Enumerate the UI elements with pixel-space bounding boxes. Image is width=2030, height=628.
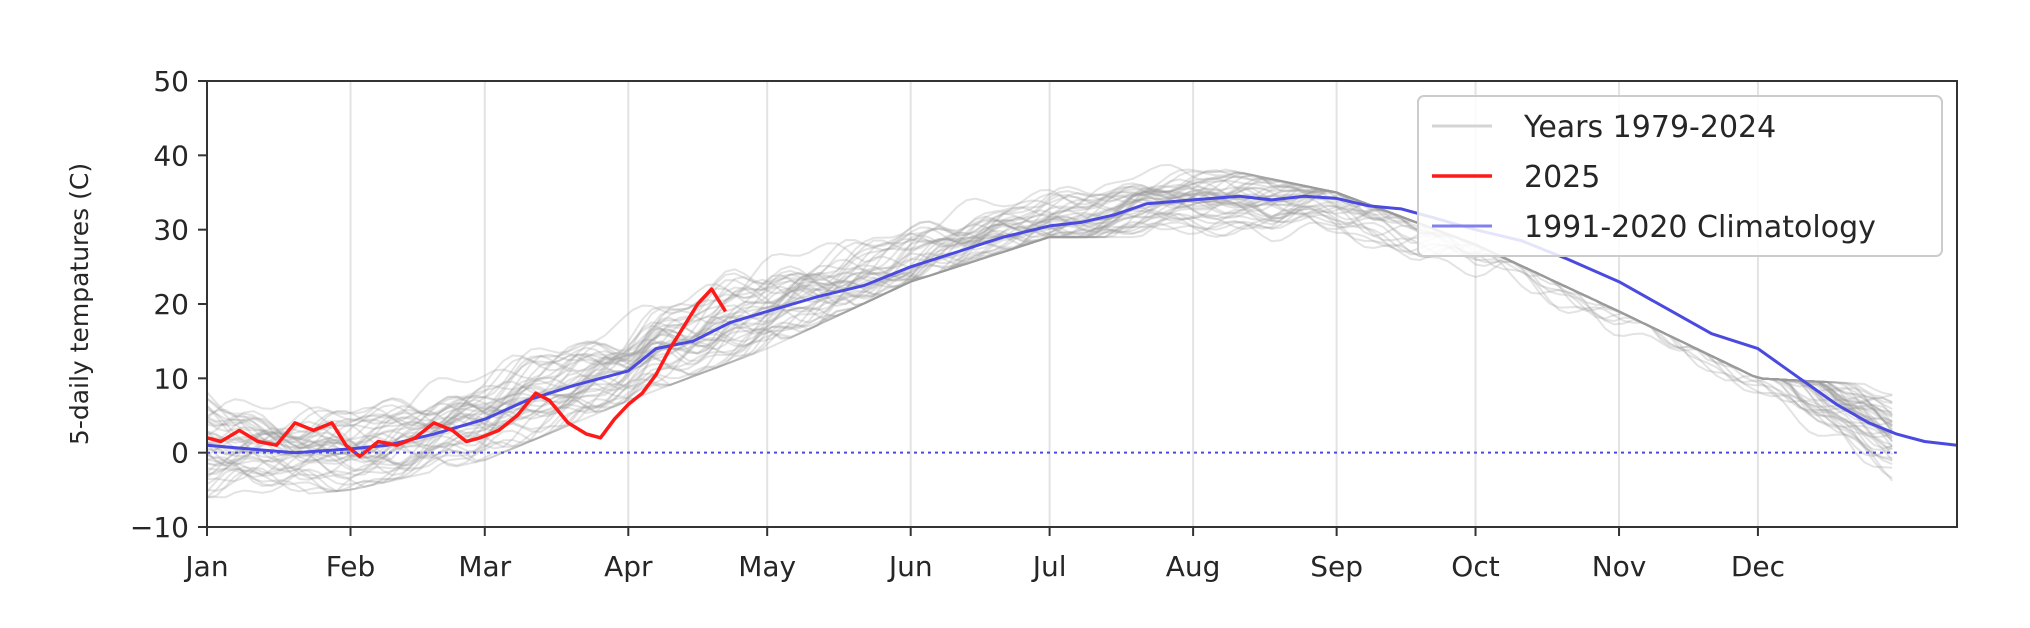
x-tick-label: Apr [604,550,653,583]
year-line [206,199,1893,481]
year-line [206,189,1893,467]
y-tick-label: −10 [130,511,189,544]
year-line [206,185,1893,467]
x-tick-label: Jan [183,550,228,583]
x-tick-label: Jun [887,550,933,583]
year-line [206,174,1893,456]
y-tick-label: 50 [153,65,189,98]
y-axis-ticks: −10 0 10 20 30 40 50 [130,65,207,544]
year-line [206,205,1893,493]
year-line [206,207,1893,495]
year-2025-line [206,287,727,459]
year-line [206,193,1893,477]
year-line [206,191,1893,479]
legend-label: Years 1979-2024 [1523,110,1776,145]
year-line [206,178,1893,451]
climatology-line [206,194,1958,455]
year-line [206,196,1893,486]
year-line [206,181,1893,456]
year-line [206,181,1893,456]
year-line [206,213,1893,493]
year-line [206,172,1893,449]
year-line [206,179,1893,456]
year-line [206,163,1893,428]
x-tick-label: Nov [1592,550,1647,583]
year-line [206,170,1893,439]
year-line [206,183,1893,453]
x-tick-label: Aug [1166,550,1221,583]
year-line [206,205,1893,498]
legend-label: 2025 [1524,160,1600,195]
year-line [206,171,1893,444]
year-line [206,169,1893,442]
year-line [206,188,1893,471]
x-tick-label: Jul [1031,550,1067,583]
legend-label: 1991-2020 Climatology [1524,210,1876,245]
y-tick-label: 40 [153,139,189,172]
year-line [206,211,1893,499]
year-line [206,186,1893,460]
year-line [206,170,1893,440]
year-line [206,177,1893,453]
y-tick-label: 10 [153,362,189,395]
x-tick-label: Oct [1451,550,1499,583]
historical-years-band [206,163,1894,499]
year-line [206,206,1893,488]
year-line [206,184,1893,464]
year-line [206,188,1893,464]
year-line [206,176,1893,447]
year-line [206,174,1893,449]
y-tick-label: 0 [171,437,189,470]
y-tick-label: 20 [153,288,189,321]
x-tick-label: May [738,550,796,583]
x-axis-ticks: Jan Feb Mar Apr May Jun Jul Aug Sep Oct Nov Dec [183,527,1785,583]
year-line [207,212,1893,499]
series-lines [206,194,1958,459]
x-tick-label: Mar [458,550,511,583]
legend: Years 1979-2024 2025 1991-2020 Climatology [1417,95,1943,257]
year-line [206,177,1893,450]
year-line [206,187,1893,473]
year-line [206,186,1893,470]
x-tick-label: Feb [326,550,376,583]
x-tick-label: Dec [1731,550,1785,583]
legend-box [1417,95,1943,257]
year-line [206,175,1893,451]
y-axis-label: 5-daily tempatures (C) [65,163,94,445]
x-tick-label: Sep [1310,550,1363,583]
y-tick-label: 30 [153,214,189,247]
year-line [206,187,1893,459]
year-line [206,168,1893,435]
year-line [206,185,1893,462]
year-line [206,197,1893,488]
year-line [206,187,1894,464]
year-line [206,193,1893,473]
